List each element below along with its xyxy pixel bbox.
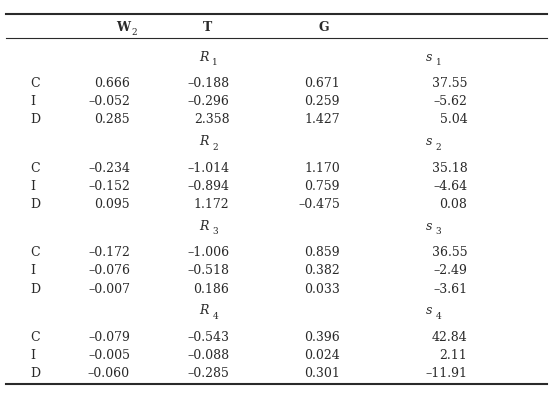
Text: G: G xyxy=(318,21,329,34)
Text: 36.55: 36.55 xyxy=(432,246,467,259)
Text: –0.188: –0.188 xyxy=(187,77,229,90)
Text: 0.095: 0.095 xyxy=(95,198,130,211)
Text: s: s xyxy=(426,220,432,233)
Text: 5.04: 5.04 xyxy=(440,113,467,126)
Text: C: C xyxy=(30,162,40,175)
Text: –0.543: –0.543 xyxy=(187,331,229,344)
Text: –0.518: –0.518 xyxy=(187,265,229,277)
Text: –0.005: –0.005 xyxy=(88,349,130,362)
Text: 1.172: 1.172 xyxy=(194,198,229,211)
Text: –0.152: –0.152 xyxy=(88,180,130,193)
Text: 0.186: 0.186 xyxy=(194,283,229,296)
Text: s: s xyxy=(426,135,432,148)
Text: 2: 2 xyxy=(436,142,441,152)
Text: –0.296: –0.296 xyxy=(187,95,229,108)
Text: 0.285: 0.285 xyxy=(95,113,130,126)
Text: –0.894: –0.894 xyxy=(187,180,229,193)
Text: –0.172: –0.172 xyxy=(88,246,130,259)
Text: R: R xyxy=(199,135,208,148)
Text: –2.49: –2.49 xyxy=(434,265,467,277)
Text: 0.301: 0.301 xyxy=(304,367,340,380)
Text: I: I xyxy=(30,349,35,362)
Text: 0.759: 0.759 xyxy=(305,180,340,193)
Text: 2.358: 2.358 xyxy=(194,113,229,126)
Text: I: I xyxy=(30,95,35,108)
Text: W: W xyxy=(116,21,130,34)
Text: 0.859: 0.859 xyxy=(305,246,340,259)
Text: 1: 1 xyxy=(212,58,218,67)
Text: 42.84: 42.84 xyxy=(431,331,467,344)
Text: –5.62: –5.62 xyxy=(434,95,467,108)
Text: C: C xyxy=(30,331,40,344)
Text: D: D xyxy=(30,198,40,211)
Text: –4.64: –4.64 xyxy=(433,180,467,193)
Text: 3: 3 xyxy=(436,227,441,236)
Text: –0.076: –0.076 xyxy=(88,265,130,277)
Text: D: D xyxy=(30,113,40,126)
Text: 0.08: 0.08 xyxy=(440,198,467,211)
Text: –1.014: –1.014 xyxy=(187,162,229,175)
Text: –0.079: –0.079 xyxy=(88,331,130,344)
Text: 2: 2 xyxy=(212,142,218,152)
Text: 0.259: 0.259 xyxy=(305,95,340,108)
Text: I: I xyxy=(30,180,35,193)
Text: 0.666: 0.666 xyxy=(94,77,130,90)
Text: 1: 1 xyxy=(436,58,441,67)
Text: D: D xyxy=(30,283,40,296)
Text: 0.024: 0.024 xyxy=(304,349,340,362)
Text: 3: 3 xyxy=(212,227,218,236)
Text: T: T xyxy=(203,21,212,34)
Text: –11.91: –11.91 xyxy=(425,367,467,380)
Text: R: R xyxy=(199,51,208,63)
Text: s: s xyxy=(426,51,432,63)
Text: 0.396: 0.396 xyxy=(304,331,340,344)
Text: –0.285: –0.285 xyxy=(187,367,229,380)
Text: –0.052: –0.052 xyxy=(88,95,130,108)
Text: 0.033: 0.033 xyxy=(304,283,340,296)
Text: 0.382: 0.382 xyxy=(304,265,340,277)
Text: –0.007: –0.007 xyxy=(88,283,130,296)
Text: 1.427: 1.427 xyxy=(305,113,340,126)
Text: 4: 4 xyxy=(212,312,218,321)
Text: 35.18: 35.18 xyxy=(431,162,467,175)
Text: –0.475: –0.475 xyxy=(298,198,340,211)
Text: R: R xyxy=(199,220,208,233)
Text: 1.170: 1.170 xyxy=(304,162,340,175)
Text: C: C xyxy=(30,246,40,259)
Text: –0.088: –0.088 xyxy=(187,349,229,362)
Text: 4: 4 xyxy=(436,312,441,321)
Text: 2: 2 xyxy=(131,28,137,37)
Text: –3.61: –3.61 xyxy=(433,283,467,296)
Text: R: R xyxy=(199,304,208,317)
Text: D: D xyxy=(30,367,40,380)
Text: I: I xyxy=(30,265,35,277)
Text: 37.55: 37.55 xyxy=(432,77,467,90)
Text: 0.671: 0.671 xyxy=(304,77,340,90)
Text: C: C xyxy=(30,77,40,90)
Text: s: s xyxy=(426,304,432,317)
Text: –0.060: –0.060 xyxy=(88,367,130,380)
Text: 2.11: 2.11 xyxy=(440,349,467,362)
Text: –1.006: –1.006 xyxy=(187,246,229,259)
Text: –0.234: –0.234 xyxy=(88,162,130,175)
